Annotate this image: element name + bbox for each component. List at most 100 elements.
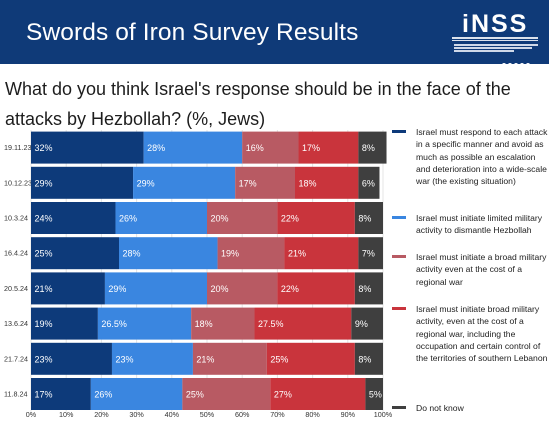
legend-label-2: Israel must initiate limited military ac… — [416, 213, 543, 236]
bar-segment — [133, 166, 236, 199]
data-label: 27% — [274, 390, 292, 400]
data-label: 8% — [358, 284, 371, 294]
bar-segment — [97, 307, 192, 340]
bar-segment — [31, 342, 112, 375]
legend-swatch-1 — [392, 130, 406, 133]
bar-segment — [351, 307, 383, 340]
legend-swatch-3 — [392, 255, 406, 258]
data-label: 17% — [35, 390, 53, 400]
bar-segment — [217, 237, 285, 270]
category-label: 20.5.24 — [4, 284, 28, 293]
data-label: 8% — [362, 143, 375, 153]
data-label: 26.5% — [101, 319, 127, 329]
data-label: 21% — [35, 284, 53, 294]
bar-segment — [354, 342, 383, 375]
data-label: 32% — [35, 143, 53, 153]
data-label: 19% — [35, 319, 53, 329]
category-label: 19.11.23 — [4, 143, 31, 152]
bar-segment — [354, 272, 383, 305]
legend-label-1: Israel must respond to each attack in a … — [416, 127, 548, 187]
bar-segment — [115, 202, 207, 234]
bar-segment — [182, 378, 271, 410]
data-label: 22% — [281, 214, 299, 224]
logo-subtitle-lines — [454, 44, 538, 53]
bar-segment — [365, 378, 383, 410]
data-label: 8% — [358, 214, 371, 224]
data-label: 7% — [362, 249, 375, 259]
data-label: 29% — [108, 284, 126, 294]
data-label: 27.5% — [258, 319, 284, 329]
category-label: 10.12.23 — [4, 178, 32, 187]
bar-segment — [358, 166, 380, 199]
bar-segment — [31, 166, 134, 199]
bar-segment — [31, 272, 105, 305]
data-label: 21% — [196, 354, 214, 364]
bar-segment — [277, 272, 355, 305]
bar-segment — [358, 237, 383, 270]
legend-label-4: Israel must initiate broad military acti… — [416, 304, 548, 364]
data-label: 24% — [35, 214, 53, 224]
data-label: 26% — [119, 214, 137, 224]
data-label: 25% — [186, 390, 204, 400]
data-label: 17% — [302, 143, 320, 153]
bar-segment — [270, 378, 366, 410]
bar-segment — [354, 202, 383, 234]
category-label: 11.8.24 — [4, 390, 27, 399]
x-tick-label: 90% — [341, 410, 356, 419]
bar-segment — [295, 166, 359, 199]
bar-segment — [298, 131, 359, 164]
x-tick-label: 70% — [270, 410, 285, 419]
bar-segment — [31, 131, 144, 164]
data-label: 9% — [355, 319, 368, 329]
data-label: 21% — [288, 249, 306, 259]
data-label: 17% — [239, 178, 257, 188]
data-label: 25% — [270, 354, 288, 364]
data-label: 20% — [211, 284, 229, 294]
data-label: 8% — [358, 354, 371, 364]
x-tick-label: 0% — [26, 410, 37, 419]
bar-segment — [119, 237, 218, 270]
bar-segment — [207, 202, 278, 234]
data-label: 23% — [115, 354, 133, 364]
category-label: 13.6.24 — [4, 319, 28, 328]
banner-title: Swords of Iron Survey Results — [26, 19, 359, 46]
bar-segment — [284, 237, 359, 270]
data-label: 25% — [35, 249, 53, 259]
x-tick-label: 100% — [374, 410, 393, 419]
bar-segment — [235, 166, 295, 199]
data-label: 6% — [362, 178, 375, 188]
social-icons — [502, 54, 532, 72]
inss-logo: iNSS — [452, 10, 538, 67]
data-label: 18% — [299, 178, 317, 188]
logo-wordmark: iNSS — [462, 10, 529, 38]
bar-segment — [358, 131, 387, 164]
header-banner: Swords of Iron Survey Results iNSS — [0, 0, 549, 67]
bar-segment — [277, 202, 355, 234]
data-label: 20% — [211, 214, 229, 224]
bar-segment — [31, 307, 98, 340]
bar-segment — [207, 272, 278, 305]
x-tick-label: 80% — [305, 410, 320, 419]
bar-segment — [31, 237, 119, 270]
survey-question: What do you think Israel's response shou… — [5, 79, 511, 129]
bar-segment — [90, 378, 183, 410]
bar-segment — [266, 342, 355, 375]
x-tick-label: 60% — [235, 410, 250, 419]
data-label: 16% — [246, 143, 264, 153]
logo-divider — [452, 37, 538, 41]
category-label: 10.3.24 — [4, 214, 28, 223]
x-tick-label: 20% — [94, 410, 109, 419]
category-label: 21.7.24 — [4, 354, 28, 363]
x-tick-label: 10% — [59, 410, 74, 419]
data-label: 26% — [94, 390, 112, 400]
data-label: 22% — [281, 284, 299, 294]
bar-segment — [104, 272, 207, 305]
bar-segment — [254, 307, 352, 340]
legend-label-5: Do not know — [416, 403, 464, 413]
legend-swatch-4 — [392, 307, 406, 310]
data-label: 5% — [369, 390, 382, 400]
data-label: 28% — [123, 249, 141, 259]
category-label: 16.4.24 — [4, 249, 28, 258]
bar-segment — [191, 307, 255, 340]
